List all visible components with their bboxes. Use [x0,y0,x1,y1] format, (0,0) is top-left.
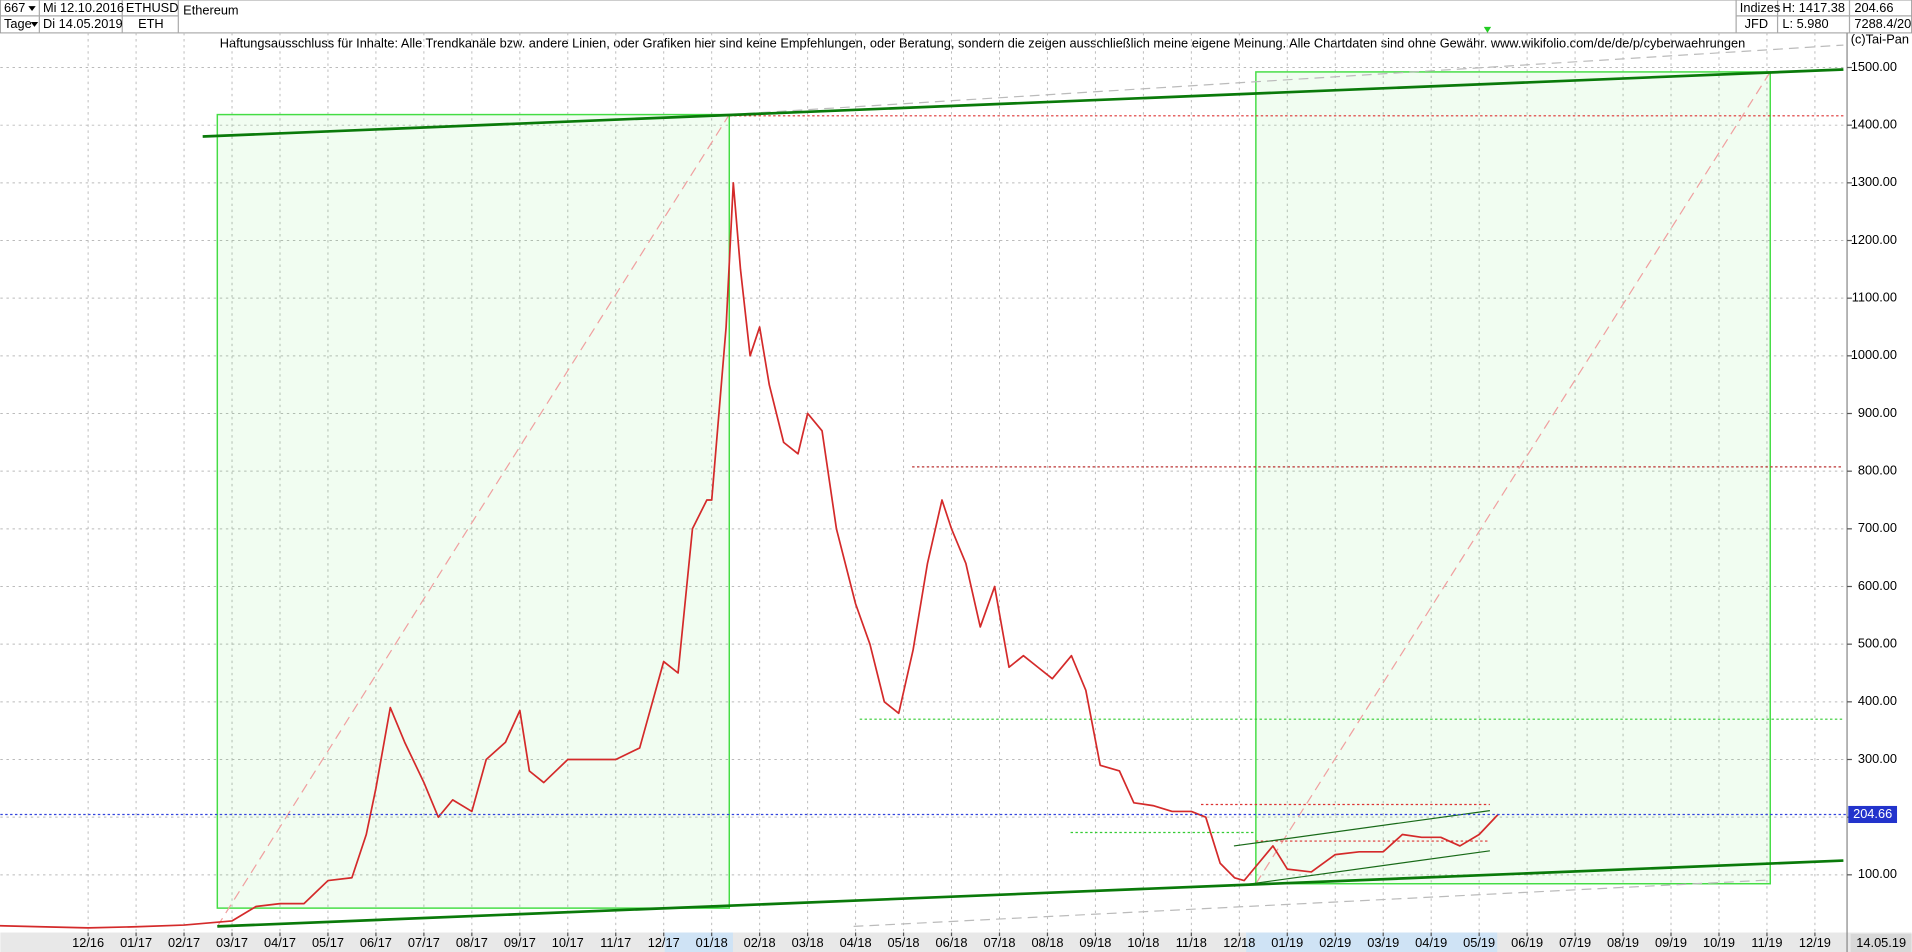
y-tick-label: 900.00 [1858,405,1897,420]
x-tick-label: 06/19 [1511,935,1543,950]
high: H: 1417.38 [1782,0,1845,15]
diagonal [1255,71,1771,885]
x-tick-label: 03/19 [1367,935,1399,950]
diagonal [216,114,730,927]
x-tick-label: 12/16 [72,935,104,950]
x-tick-label: 03/18 [792,935,824,950]
x-tick-label: 12/18 [1223,935,1255,950]
x-tick-label: 05/18 [888,935,920,950]
disclaimer: Haftungsausschluss für Inhalte: Alle Tre… [220,35,1745,50]
x-tick-label: 07/19 [1559,935,1591,950]
start-date: Mi 12.10.2016 [43,0,124,15]
copyright: (c)Tai-Pan [1851,32,1909,47]
market: Indizes [1740,0,1781,15]
x-tick-label: 10/18 [1127,935,1159,950]
x-tick-label: 06/18 [936,935,968,950]
x-tick-label: 05/17 [312,935,344,950]
y-tick-label: 800.00 [1858,463,1897,478]
x-tick-label: 04/18 [840,935,872,950]
marker [1483,26,1492,33]
broker: JFD [1745,16,1768,31]
bars-count[interactable]: 667 [4,0,25,15]
projection [729,44,1844,116]
x-tick-label: 08/17 [456,935,488,950]
x-tick-label: 09/19 [1655,935,1687,950]
x-tick-label: 07/17 [408,935,440,950]
price-line [0,181,1499,929]
grid [0,32,1848,933]
x-tick-label: 02/19 [1319,935,1351,950]
x-tick-label: 11/19 [1751,935,1782,950]
x-tick-label: 12/19 [1799,935,1831,950]
x-tick-label: 01/17 [120,935,152,950]
projection [853,879,1768,928]
channel [1233,809,1490,847]
y-tick-label: 300.00 [1858,751,1897,766]
x-tick-label: 02/17 [168,935,200,950]
y-tick-label: 1500.00 [1851,59,1897,74]
x-axis-highlight [664,932,733,952]
period[interactable]: Tage [4,16,32,31]
trendline [202,68,1844,138]
last-price-label: 204.66 [1853,806,1892,821]
x-tick-label: 09/17 [504,935,536,950]
y-tick-label: 1100.00 [1852,290,1897,305]
zone [216,113,731,909]
x-tick-label: 01/19 [1271,935,1303,950]
y-tick-label: 400.00 [1858,693,1897,708]
last-price: 204.66 [1854,0,1893,15]
x-tick-label: 04/19 [1415,935,1447,950]
y-tick-label: 500.00 [1858,636,1897,651]
x-tick-label: 09/18 [1079,935,1111,950]
y-tick-label: 1200.00 [1851,232,1897,247]
cursor-date-box [1850,933,1912,952]
symbol-short: ETH [138,16,164,31]
x-tick-label: 11/17 [600,935,631,950]
y-tick-label: 1300.00 [1851,174,1897,189]
dropdown-arrow[interactable] [28,6,36,11]
x-tick-label: 05/19 [1463,935,1495,950]
x-axis-highlight [1246,932,1498,952]
y-tick-label: 600.00 [1858,578,1897,593]
cursor-date: 14.05.19 [1856,935,1906,950]
x-tick-label: 07/18 [983,935,1015,950]
x-tick-label: 10/19 [1703,935,1735,950]
channel [1233,850,1490,887]
x-tick-label: 12/17 [648,935,680,950]
x-tick-label: 04/17 [264,935,296,950]
y-tick-label: 700.00 [1858,520,1897,535]
instrument-name: Ethereum [183,2,238,17]
ratio: 7288.4/20 [1854,16,1911,31]
x-tick-label: 10/17 [552,935,584,950]
drawings [202,44,1844,928]
trendline [217,859,1844,928]
last-price-box [1848,805,1898,824]
symbol: ETHUSD [126,0,179,15]
y-tick-label: 1400.00 [1851,117,1897,132]
x-tick-label: 11/18 [1176,935,1207,950]
x-tick-label: 08/18 [1031,935,1063,950]
x-tick-label: 06/17 [360,935,392,950]
x-tick-label: 01/18 [696,935,728,950]
x-tick-label: 02/18 [744,935,776,950]
x-tick-label: 03/17 [216,935,248,950]
header-bar [0,0,1912,34]
low: L: 5.980 [1782,16,1828,31]
x-tick-label: 08/19 [1607,935,1639,950]
dropdown-arrow[interactable] [30,21,39,27]
y-tick-label: 1000.00 [1851,347,1897,362]
end-date: Di 14.05.2019 [43,16,123,31]
y-tick-label: 100.00 [1858,866,1897,881]
